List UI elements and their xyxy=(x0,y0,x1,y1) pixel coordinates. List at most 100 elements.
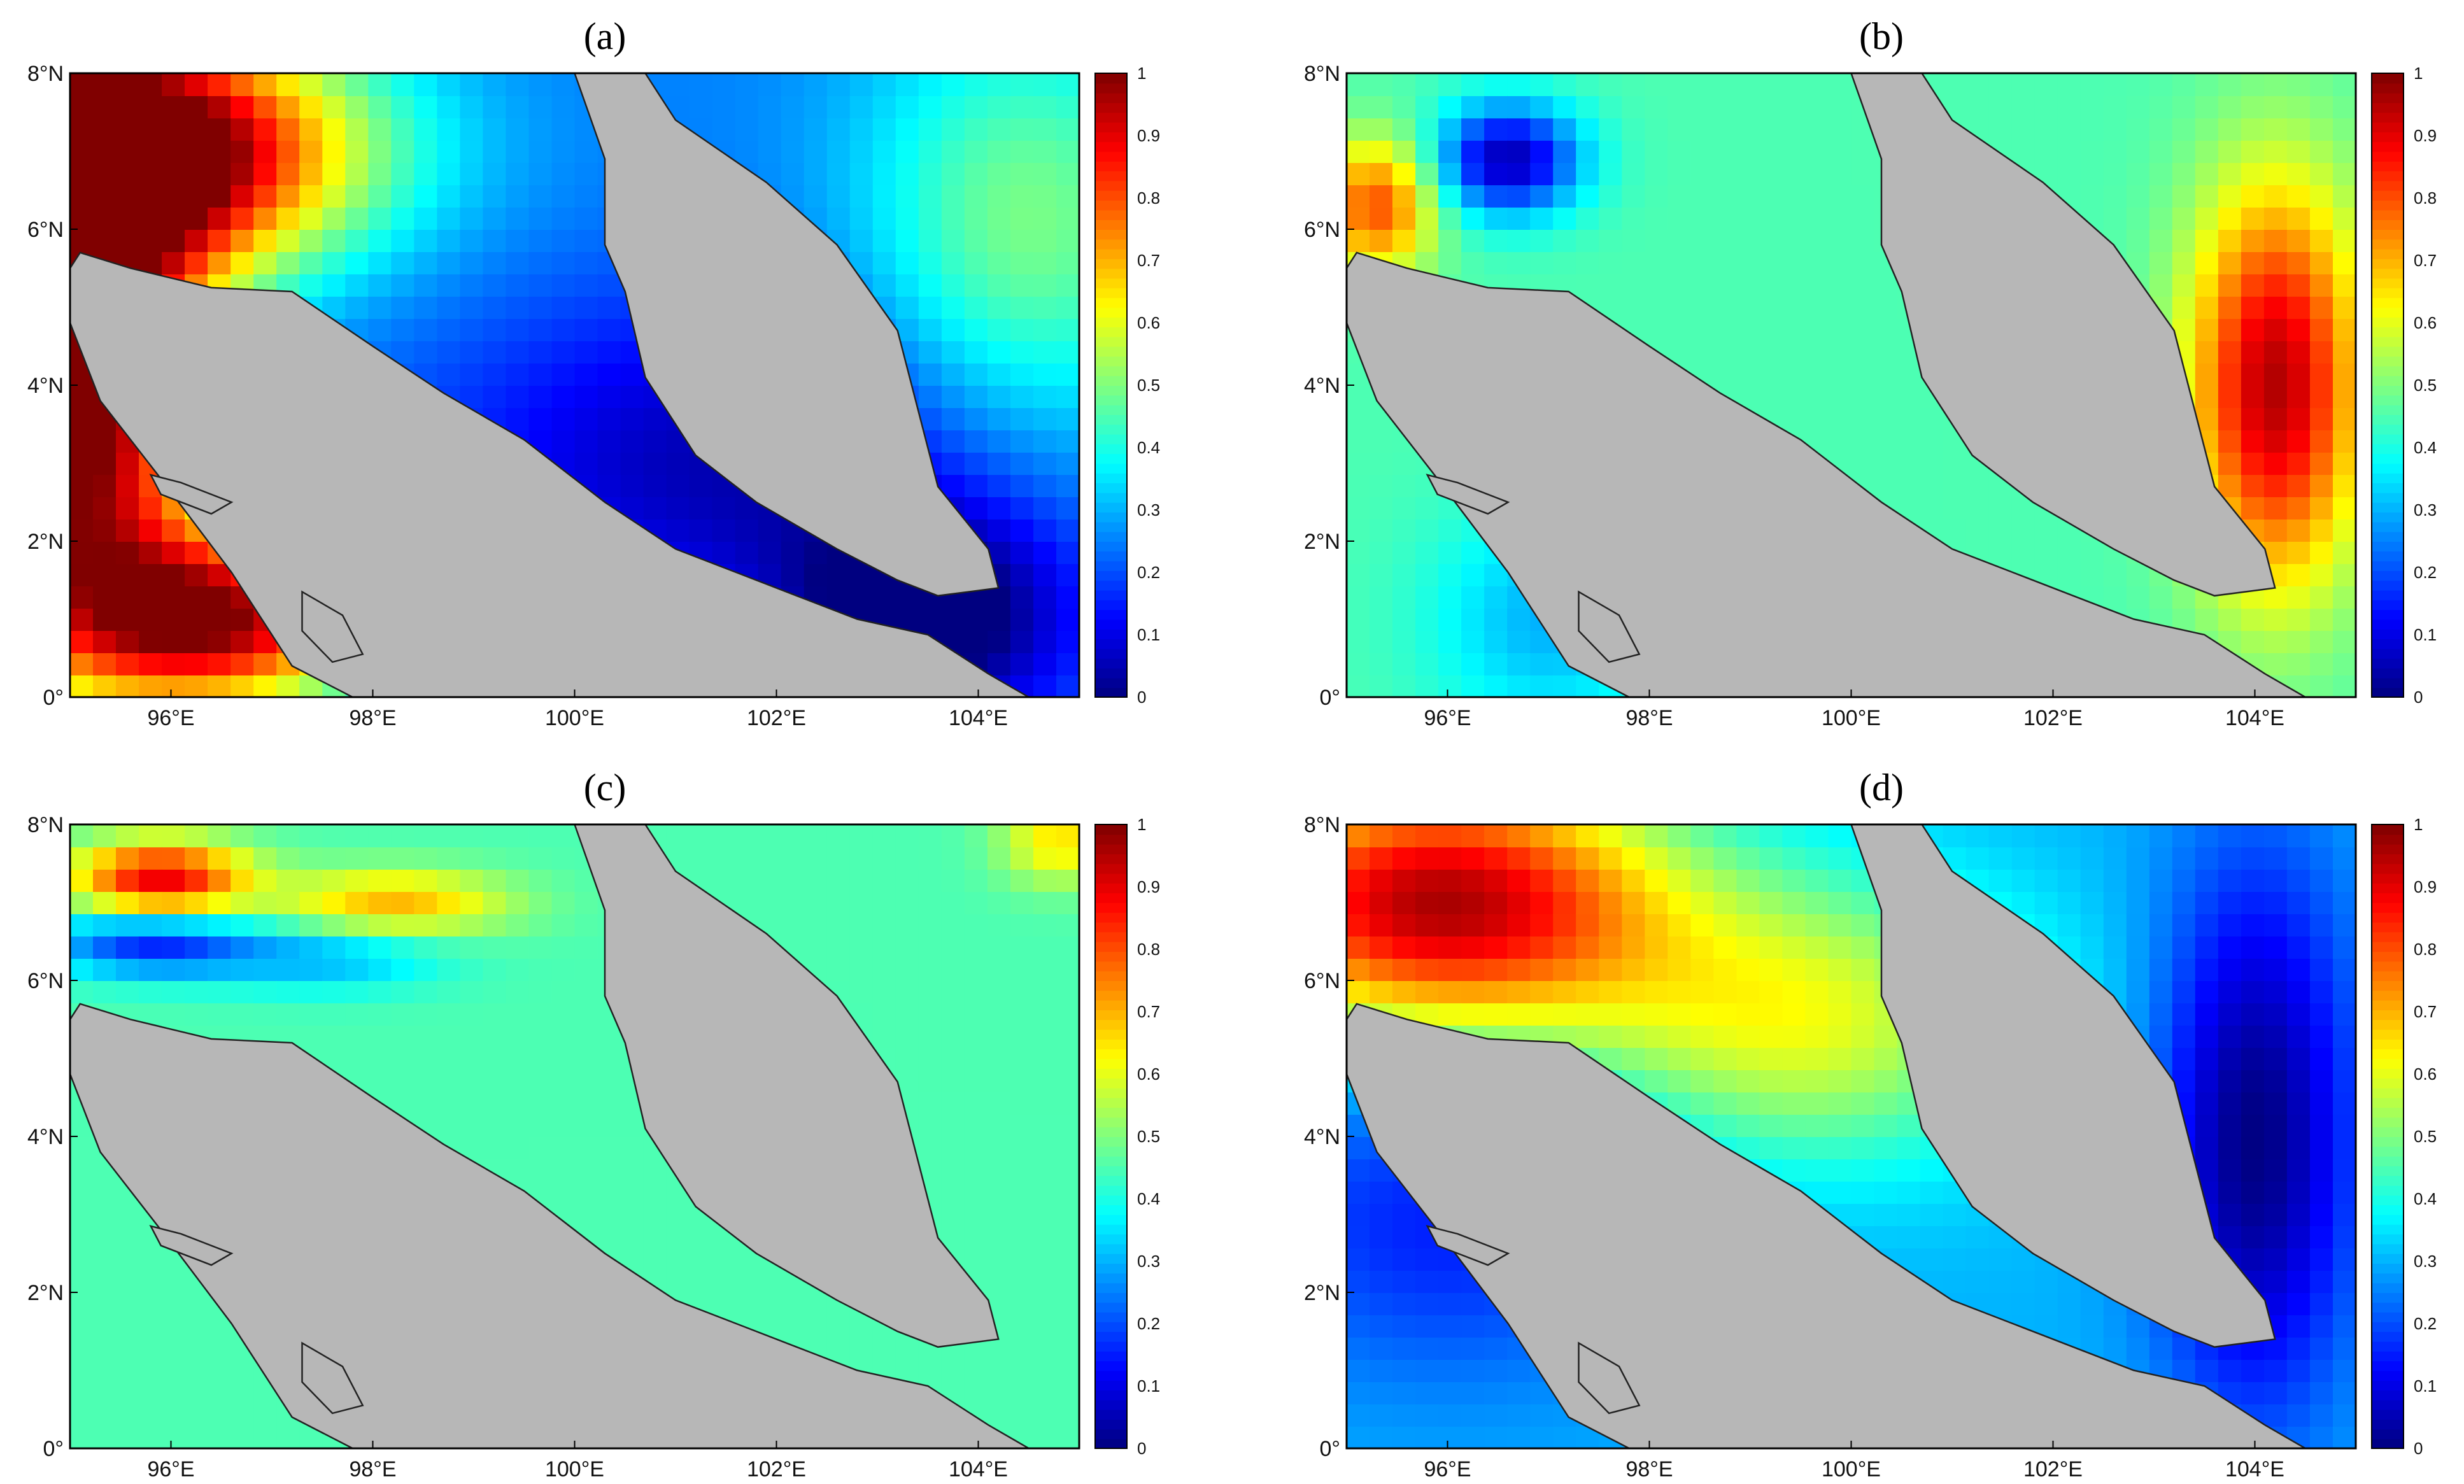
colorbar-tick-label: 0.4 xyxy=(2414,1189,2437,1208)
colorbar-tick-label: 0.3 xyxy=(1137,500,1160,519)
y-tick-label: 6°N xyxy=(27,218,64,242)
colorbar-frame xyxy=(2371,73,2404,698)
y-tick-label: 2°N xyxy=(1304,530,1340,554)
colorbar-tick-label: 0.8 xyxy=(2414,940,2437,959)
x-tick-label: 100°E xyxy=(545,706,604,730)
map-panel-c: (c) 96°E 98°E 100°E 102°E 104°E 0° 2°N 4°N 6°N 8°N… xyxy=(27,767,1160,1481)
colorbar-tick-label: 0.2 xyxy=(2414,563,2437,582)
land-mass xyxy=(149,1224,234,1266)
panel-label: (c) xyxy=(584,767,627,809)
colorbar-tick-label: 0.7 xyxy=(1137,251,1160,270)
colorbar-tick-label: 0.8 xyxy=(2414,188,2437,208)
y-tick-label: 6°N xyxy=(1304,969,1340,993)
land-mass xyxy=(69,1003,1032,1450)
colorbar-tick-label: 0.6 xyxy=(1137,313,1160,332)
colorbar-tick-label: 0.1 xyxy=(1137,625,1160,644)
colorbar-frame xyxy=(1094,73,1128,698)
colorbar-tick-label: 0.7 xyxy=(2414,1002,2437,1021)
colorbar-tick-label: 0.6 xyxy=(1137,1064,1160,1084)
y-tick-label: 4°N xyxy=(1304,1125,1340,1149)
colorbar-tick-label: 0.1 xyxy=(2414,625,2437,644)
x-tick-label: 100°E xyxy=(1822,706,1881,730)
land-mass xyxy=(1578,1341,1641,1415)
land-mass xyxy=(1850,72,2276,597)
x-tick-label: 104°E xyxy=(2225,706,2284,730)
colorbar: 0 0.1 0.2 0.3 0.4 0.5 0.6 0.7 0.8 0.9 1 xyxy=(1094,815,1160,1458)
x-tick-label: 98°E xyxy=(1625,706,1673,730)
land-mass xyxy=(1850,823,2276,1348)
y-tick-label: 8°N xyxy=(27,813,64,837)
panel-label: (d) xyxy=(1859,767,1904,809)
colorbar-frame xyxy=(2371,824,2404,1449)
y-tick-label: 0° xyxy=(1319,686,1340,710)
panel-label: (a) xyxy=(584,15,627,57)
colorbar-tick-label: 0.4 xyxy=(1137,438,1160,457)
map-panel-d: (d) 96°E 98°E 100°E 102°E 104°E 0° 2°N 4°N 6°N 8°N… xyxy=(1304,767,2437,1481)
colorbar-tick-label: 0.9 xyxy=(2414,126,2437,145)
land-mass xyxy=(69,251,1032,698)
map-panel-a: (a) 96°E 98°E 100°E 102°E 104°E 0° 2°N 4°N 6°N 8°N… xyxy=(27,15,1160,730)
x-tick-label: 98°E xyxy=(349,1457,396,1481)
colorbar-tick-label: 0 xyxy=(2414,1439,2423,1458)
colorbar-tick-label: 0.5 xyxy=(2414,376,2437,395)
x-tick-label: 102°E xyxy=(2023,706,2083,730)
colorbar-tick-label: 0.9 xyxy=(1137,126,1160,145)
colorbar-tick-label: 0.5 xyxy=(1137,1127,1160,1146)
colorbar-tick-label: 0.9 xyxy=(1137,877,1160,896)
colorbar-tick-label: 0.2 xyxy=(1137,563,1160,582)
y-tick-label: 6°N xyxy=(1304,218,1340,242)
colorbar-tick-label: 1 xyxy=(2414,64,2423,83)
colorbar-frame xyxy=(1094,824,1128,1449)
x-tick-label: 100°E xyxy=(1822,1457,1881,1481)
colorbar-tick-label: 0.3 xyxy=(2414,500,2437,519)
y-tick-label: 6°N xyxy=(27,969,64,993)
x-tick-label: 98°E xyxy=(1625,1457,1673,1481)
land-mass xyxy=(1426,473,1510,515)
panel-label: (b) xyxy=(1859,15,1904,57)
x-tick-label: 96°E xyxy=(1424,1457,1471,1481)
map-panel-b: (b) 96°E 98°E 100°E 102°E 104°E 0° 2°N 4°N 6°N 8°N… xyxy=(1304,15,2437,730)
y-tick-label: 8°N xyxy=(1304,62,1340,86)
land-mass xyxy=(149,473,234,515)
x-tick-label: 102°E xyxy=(2023,1457,2083,1481)
colorbar-tick-label: 1 xyxy=(1137,64,1146,83)
colorbar-tick-label: 0 xyxy=(2414,688,2423,707)
land-mass xyxy=(573,823,1000,1348)
colorbar-tick-label: 0.1 xyxy=(1137,1376,1160,1396)
colorbar-tick-label: 0.2 xyxy=(2414,1314,2437,1333)
colorbar: 0 0.1 0.2 0.3 0.4 0.5 0.6 0.7 0.8 0.9 1 xyxy=(2371,64,2437,707)
y-tick-label: 0° xyxy=(1319,1437,1340,1461)
y-tick-label: 2°N xyxy=(27,1281,64,1305)
colorbar-tick-label: 0.5 xyxy=(1137,376,1160,395)
y-tick-label: 2°N xyxy=(1304,1281,1340,1305)
colorbar-tick-label: 0.4 xyxy=(1137,1189,1160,1208)
colorbar-tick-label: 0.5 xyxy=(2414,1127,2437,1146)
land-mass xyxy=(1345,251,2309,698)
x-tick-label: 104°E xyxy=(949,706,1008,730)
x-tick-label: 104°E xyxy=(949,1457,1008,1481)
colorbar-tick-label: 1 xyxy=(2414,815,2423,834)
y-tick-label: 4°N xyxy=(27,1125,64,1149)
y-tick-label: 2°N xyxy=(27,530,64,554)
colorbar-tick-label: 0.1 xyxy=(2414,1376,2437,1396)
land-mass xyxy=(1578,590,1641,663)
colorbar-tick-label: 0.9 xyxy=(2414,877,2437,896)
colorbar-tick-label: 0.7 xyxy=(1137,1002,1160,1021)
y-tick-label: 0° xyxy=(43,686,64,710)
y-tick-label: 8°N xyxy=(1304,813,1340,837)
x-tick-label: 96°E xyxy=(1424,706,1471,730)
colorbar-tick-label: 0.8 xyxy=(1137,940,1160,959)
x-tick-label: 100°E xyxy=(545,1457,604,1481)
colorbar-tick-label: 0 xyxy=(1137,688,1146,707)
x-tick-label: 96°E xyxy=(147,1457,194,1481)
colorbar-tick-label: 0.6 xyxy=(2414,1064,2437,1084)
x-tick-label: 102°E xyxy=(747,1457,806,1481)
colorbar-tick-label: 0 xyxy=(1137,1439,1146,1458)
colorbar-tick-label: 0.8 xyxy=(1137,188,1160,208)
x-tick-label: 96°E xyxy=(147,706,194,730)
land-mass xyxy=(573,72,1000,597)
colorbar-tick-label: 0.4 xyxy=(2414,438,2437,457)
colorbar-tick-label: 0.6 xyxy=(2414,313,2437,332)
colorbar: 0 0.1 0.2 0.3 0.4 0.5 0.6 0.7 0.8 0.9 1 xyxy=(1094,64,1160,707)
